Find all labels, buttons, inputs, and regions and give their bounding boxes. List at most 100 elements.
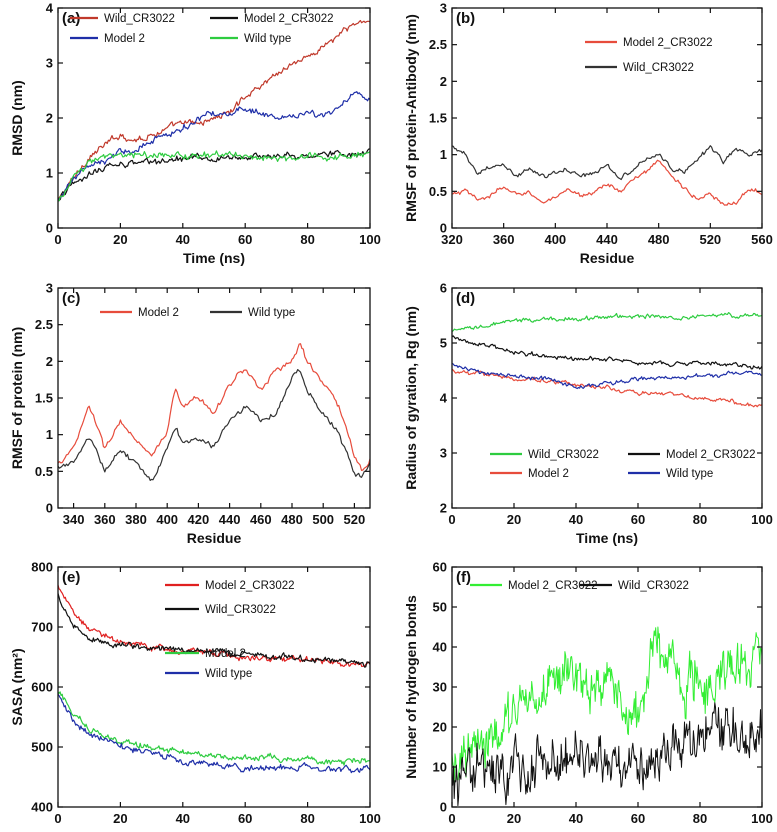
y-axis-title: Radius of gyration, Rg (nm): [403, 306, 419, 490]
x-tick-label: 20: [507, 811, 521, 826]
x-tick-label: 380: [125, 512, 147, 527]
legend-label: Model 2_CR3022: [205, 580, 295, 592]
legend-label: Wild_CR3022: [623, 62, 694, 74]
y-axis-title: RMSD (nm): [9, 80, 25, 155]
x-axis-title: Time (ns): [576, 829, 638, 832]
series-line-model-2-cr3022: [452, 159, 762, 206]
y-tick-label: 1: [46, 166, 53, 181]
y-axis-title: Number of hydrogen bonds: [403, 595, 419, 779]
x-tick-label: 420: [188, 512, 210, 527]
legend-label: Model 2: [138, 307, 179, 319]
series-line-model-2: [452, 368, 762, 408]
series-line-model-2-cr3022: [452, 335, 762, 370]
x-tick-label: 100: [751, 811, 773, 826]
y-axis-title: SASA (nm²): [9, 648, 25, 725]
legend-label: Wild_CR3022: [618, 580, 689, 592]
x-tick-label: 60: [631, 811, 645, 826]
y-tick-label: 3: [46, 56, 53, 71]
x-tick-label: 400: [544, 232, 566, 247]
x-tick-label: 100: [359, 232, 381, 247]
x-tick-label: 80: [693, 512, 707, 527]
x-tick-label: 400: [156, 512, 178, 527]
y-tick-label: 20: [433, 720, 447, 735]
legend-label: Model 2_CR3022: [623, 37, 713, 49]
plot-frame: [451, 287, 763, 509]
legend-label: Wild type: [666, 468, 713, 480]
x-tick-label: 60: [238, 811, 252, 826]
x-tick-label: 520: [344, 512, 366, 527]
x-tick-label: 40: [569, 512, 583, 527]
y-tick-label: 1: [440, 147, 447, 162]
legend-label: Wild type: [205, 668, 252, 680]
y-tick-label: 3: [46, 281, 53, 296]
x-tick-label: 60: [238, 232, 252, 247]
y-tick-label: 1: [46, 427, 53, 442]
y-tick-label: 400: [31, 800, 53, 815]
y-tick-label: 2: [440, 501, 447, 516]
x-tick-label: 100: [751, 512, 773, 527]
y-tick-label: 0: [440, 800, 447, 815]
y-tick-label: 2: [440, 74, 447, 89]
x-tick-label: 460: [250, 512, 272, 527]
x-axis-title: Residue: [580, 250, 635, 266]
y-tick-label: 1.5: [429, 111, 447, 126]
series-line-model-2: [58, 691, 370, 766]
y-tick-label: 500: [31, 740, 53, 755]
series-line-wild-cr3022: [58, 593, 370, 668]
x-tick-label: 20: [113, 811, 127, 826]
series-line-wild-cr3022: [452, 145, 762, 181]
x-tick-label: 340: [63, 512, 85, 527]
chart-panel-b: 320 360 400 440 480 520 560 0 0.5 1 1.5 2 2.5 3 Residu…: [403, 1, 773, 267]
y-tick-label: 0: [46, 501, 53, 516]
x-tick-label: 80: [300, 232, 314, 247]
x-tick-label: 80: [693, 811, 707, 826]
x-tick-label: 440: [596, 232, 618, 247]
x-tick-label: 360: [94, 512, 116, 527]
x-tick-label: 500: [312, 512, 334, 527]
series-line-wild-cr3022: [452, 312, 762, 333]
y-tick-label: 0.5: [35, 464, 53, 479]
legend-label: Model 2: [528, 468, 569, 480]
plot-frame: [57, 287, 371, 509]
panel-label: (e): [62, 569, 80, 586]
x-axis-title: Time (ns): [576, 530, 638, 546]
y-tick-label: 0.5: [429, 184, 447, 199]
y-tick-label: 0: [440, 221, 447, 236]
y-tick-label: 4: [46, 1, 54, 16]
y-tick-label: 0: [46, 221, 53, 236]
x-tick-label: 440: [219, 512, 241, 527]
legend-label: Wild_CR3022: [528, 449, 599, 461]
series-line-model-2: [58, 343, 370, 471]
series-line-model-2-cr3022: [58, 148, 370, 202]
legend-label: Model 2_CR3022: [666, 449, 756, 461]
x-tick-label: 0: [448, 512, 455, 527]
series-line-wild-cr3022: [452, 702, 762, 807]
y-tick-label: 600: [31, 680, 53, 695]
y-tick-label: 10: [433, 760, 447, 775]
series-line-wild-type: [58, 693, 370, 774]
panel-label: (c): [62, 290, 80, 307]
y-tick-label: 50: [433, 600, 447, 615]
series-line-wild-type: [58, 150, 370, 202]
x-tick-label: 100: [359, 811, 381, 826]
legend-label: Model 2: [205, 648, 246, 660]
panel-label: (b): [456, 10, 475, 27]
y-tick-label: 800: [31, 560, 53, 575]
legend-label: Model 2_CR3022: [508, 580, 598, 592]
y-tick-label: 2: [46, 354, 53, 369]
x-axis-title: Time (ns): [183, 829, 245, 832]
x-tick-label: 80: [300, 811, 314, 826]
x-tick-label: 0: [448, 811, 455, 826]
y-tick-label: 5: [440, 336, 447, 351]
panel-label: (d): [456, 290, 475, 307]
y-tick-label: 2.5: [429, 37, 447, 52]
y-tick-label: 60: [433, 560, 447, 575]
y-axis-title: RMSF of protein-Antibody (nm): [403, 14, 419, 222]
y-tick-label: 3: [440, 446, 447, 461]
legend-label: Model 2: [104, 33, 145, 45]
x-tick-label: 60: [631, 512, 645, 527]
x-tick-label: 40: [569, 811, 583, 826]
legend-label: Model 2_CR3022: [244, 13, 334, 25]
